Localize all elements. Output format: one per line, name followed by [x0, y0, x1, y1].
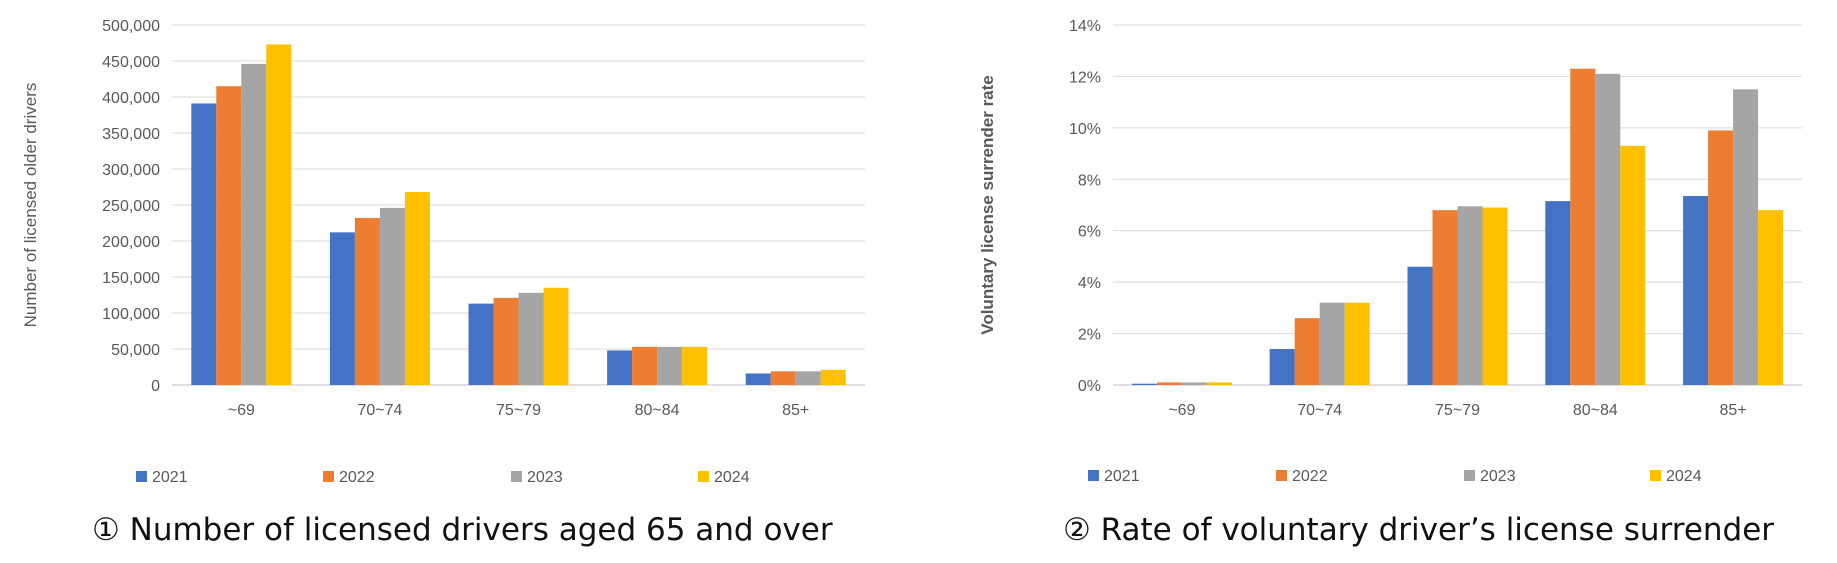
- bar-2021-80~84: [1545, 201, 1571, 385]
- bar-2023-85+: [1733, 89, 1759, 386]
- bar-2022-~69: [216, 86, 242, 385]
- x-tick-label: 80~84: [635, 402, 680, 419]
- legend-label-2021: 2021: [1104, 468, 1140, 485]
- bar-2021-75~79: [1407, 266, 1433, 385]
- bar-2023-75~79: [1457, 206, 1483, 385]
- bar-2022-70~74: [1294, 318, 1320, 385]
- x-tick-label: 70~74: [1297, 402, 1342, 419]
- y-tick-label: 0: [151, 378, 160, 395]
- legend-label-2022: 2022: [339, 469, 375, 486]
- bar-2022-85+: [1708, 130, 1734, 385]
- x-tick-label: 75~79: [1435, 402, 1480, 419]
- legend-label-2023: 2023: [1480, 468, 1516, 485]
- chart-surrender-rate: 0% 2% 4% 6% 8% 10% 12% 14% ~69 70~74 75~79 80~84 85+…: [978, 18, 1802, 485]
- bar-2023-70~74: [1319, 302, 1345, 385]
- bar-2023-75~79: [518, 292, 544, 385]
- legend-swatch-2023: [1464, 470, 1475, 481]
- x-tick-label: 85+: [1720, 402, 1747, 419]
- chart-title-surrender-rate: ② Rate of voluntary driver’s license sur…: [1063, 512, 1775, 548]
- x-tick-label: ~69: [1168, 402, 1195, 419]
- x-tick-label: 80~84: [1573, 402, 1618, 419]
- y-tick-label: 2%: [1078, 327, 1101, 344]
- bar-2024-80~84: [1620, 145, 1646, 385]
- y-tick-label: 200,000: [102, 234, 160, 251]
- y-tick-label: 10%: [1069, 121, 1101, 138]
- bar-2024-80~84: [682, 346, 708, 385]
- legend-swatch-2023: [511, 471, 522, 482]
- y-tick-label: 300,000: [102, 162, 160, 179]
- y-tick-label: 150,000: [102, 270, 160, 287]
- y-tick-label: 350,000: [102, 126, 160, 143]
- chart-panel-licensed-drivers: 0 50,000 100,000 150,000 200,000 250,000 300,0…: [0, 0, 900, 563]
- y-tick-label: 6%: [1078, 224, 1101, 241]
- bar-2024-70~74: [1344, 302, 1370, 385]
- bar-2023-~69: [241, 63, 267, 385]
- legend-swatch-2024: [698, 471, 709, 482]
- chart-licensed-drivers: 0 50,000 100,000 150,000 200,000 250,000 300,0…: [21, 18, 865, 486]
- y-axis-label: Voluntary license surrender rate: [978, 75, 997, 335]
- bar-2021-85+: [745, 373, 771, 385]
- y-tick-label: 14%: [1069, 18, 1101, 35]
- y-tick-label: 400,000: [102, 90, 160, 107]
- x-tick-label: 75~79: [496, 402, 541, 419]
- bar-2022-75~79: [493, 297, 519, 385]
- bar-2023-70~74: [379, 207, 405, 385]
- bar-2023-85+: [795, 371, 821, 385]
- bar-2023-80~84: [1595, 73, 1621, 385]
- legend-swatch-2021: [136, 471, 147, 482]
- x-tick-label: ~69: [228, 402, 255, 419]
- chart-panel-surrender-rate: 0% 2% 4% 6% 8% 10% 12% 14% ~69 70~74 75~79 80~84 85+…: [950, 0, 1837, 563]
- legend-swatch-2022: [323, 471, 334, 482]
- bar-2024-70~74: [404, 192, 430, 385]
- chart-title-licensed-drivers: ① Number of licensed drivers aged 65 and…: [92, 512, 833, 548]
- bar-2022-70~74: [354, 217, 380, 385]
- y-tick-label: 250,000: [102, 198, 160, 215]
- bar-2021-75~79: [468, 303, 494, 385]
- y-tick-label: 100,000: [102, 306, 160, 323]
- y-tick-label: 0%: [1078, 378, 1101, 395]
- bar-2021-~69: [1131, 383, 1157, 385]
- legend-label-2021: 2021: [152, 469, 188, 486]
- y-axis-label: Number of licensed older drivers: [21, 83, 40, 328]
- x-tick-label: 70~74: [357, 402, 402, 419]
- bar-2021-70~74: [329, 232, 355, 385]
- y-tick-label: 500,000: [102, 18, 160, 35]
- x-tick-label: 85+: [782, 402, 809, 419]
- bar-2021-~69: [191, 103, 217, 385]
- y-tick-label: 8%: [1078, 172, 1101, 189]
- legend-swatch-2022: [1276, 470, 1287, 481]
- bar-2022-75~79: [1432, 210, 1458, 385]
- bar-2023-~69: [1181, 382, 1207, 385]
- bar-2022-80~84: [632, 346, 658, 385]
- legend-label-2024: 2024: [714, 469, 750, 486]
- y-tick-label: 450,000: [102, 54, 160, 71]
- bar-2022-85+: [770, 371, 796, 385]
- legend-label-2022: 2022: [1292, 468, 1328, 485]
- bar-2021-70~74: [1269, 349, 1295, 385]
- bar-2021-85+: [1683, 196, 1709, 385]
- bar-2024-~69: [1206, 382, 1232, 385]
- y-tick-label: 4%: [1078, 275, 1101, 292]
- bar-2022-80~84: [1570, 68, 1596, 385]
- legend-swatch-2021: [1088, 470, 1099, 481]
- bar-2021-80~84: [607, 350, 633, 385]
- bar-2024-85+: [1758, 210, 1784, 385]
- legend-label-2023: 2023: [527, 469, 563, 486]
- legend-label-2024: 2024: [1666, 468, 1702, 485]
- bar-2024-75~79: [1482, 207, 1508, 385]
- bar-2024-~69: [266, 44, 292, 385]
- bar-2022-~69: [1156, 382, 1182, 385]
- y-tick-label: 12%: [1069, 69, 1101, 86]
- legend-swatch-2024: [1650, 470, 1661, 481]
- bar-2024-85+: [820, 369, 846, 385]
- bar-2024-75~79: [543, 287, 569, 385]
- bar-2023-80~84: [657, 346, 683, 385]
- y-tick-label: 50,000: [111, 342, 160, 359]
